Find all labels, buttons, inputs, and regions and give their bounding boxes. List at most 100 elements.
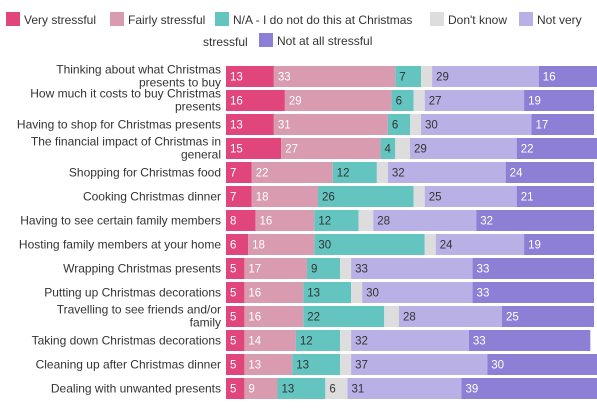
bar-segment-don-t-know	[358, 210, 374, 231]
data-label: 29	[414, 144, 427, 156]
bar-segment-very-stressful	[226, 186, 252, 207]
data-label: 16	[259, 216, 272, 228]
bar-segment-not-very-stressful	[387, 162, 506, 183]
data-label: 32	[480, 216, 493, 228]
data-label: 5	[230, 264, 236, 276]
data-label: 13	[282, 384, 295, 396]
bar-segment-fairly-stressful	[284, 90, 392, 111]
bar-segment-n-a-i-do-not-do-this-at-christmas	[318, 186, 414, 207]
bar-segment-n-a-i-do-not-do-this-at-christmas	[303, 282, 352, 303]
bar-segment-fairly-stressful	[248, 234, 315, 255]
data-label: 13	[307, 288, 320, 300]
bar-segment-not-very-stressful	[347, 378, 462, 399]
bar-segment-not-very-stressful	[435, 234, 525, 255]
legend-label-not-very-stressful-cont: stressful	[203, 35, 248, 49]
bar-segment-don-t-know	[376, 162, 388, 183]
bar-segment-very-stressful	[226, 114, 274, 135]
data-label: 14	[248, 336, 261, 348]
data-label: 27	[285, 144, 298, 156]
legend-label-very-stressful: Very stressful	[24, 13, 96, 27]
bar-segment-don-t-know	[340, 354, 352, 375]
data-label: 5	[230, 384, 236, 396]
bar-segment-fairly-stressful	[251, 186, 318, 207]
bar-segment-not-very-stressful	[410, 138, 517, 159]
legend-swatch-very-stressful	[6, 12, 20, 26]
data-label: 16	[230, 96, 243, 108]
category-label: Thinking about what Christmas presents to…	[56, 63, 221, 90]
data-label: 12	[300, 336, 313, 348]
data-label: 13	[230, 72, 243, 84]
bar-segment-don-t-know	[340, 258, 352, 279]
data-label: 6	[230, 240, 236, 252]
bar-segment-don-t-know	[351, 282, 363, 303]
bar-segment-fairly-stressful	[251, 162, 333, 183]
bar-segment-not-at-all-stressful	[487, 354, 597, 375]
bar-segment-n-a-i-do-not-do-this-at-christmas	[380, 138, 396, 159]
category-label: Travelling to see friends and/or family	[57, 303, 221, 330]
bar-segment-very-stressful	[226, 258, 245, 279]
category-label: Cleaning up after Christmas dinner	[36, 358, 221, 372]
bar-segment-not-at-all-stressful	[524, 90, 594, 111]
data-label: 5	[230, 288, 236, 300]
bar-segment-n-a-i-do-not-do-this-at-christmas	[277, 378, 326, 399]
data-label: 5	[230, 312, 236, 324]
bar-segment-not-at-all-stressful	[476, 210, 594, 231]
bar-segment-n-a-i-do-not-do-this-at-christmas	[303, 306, 385, 327]
data-label: 9	[311, 264, 317, 276]
bar-segment-not-very-stressful	[373, 210, 477, 231]
bar-segment-not-at-all-stressful	[516, 138, 597, 159]
bar-segment-not-at-all-stressful	[472, 258, 594, 279]
bar-segment-not-at-all-stressful	[524, 234, 594, 255]
data-label: 19	[528, 240, 541, 252]
data-label: 15	[230, 144, 243, 156]
bar-segment-fairly-stressful	[273, 66, 396, 87]
bar-segment-very-stressful	[226, 234, 249, 255]
data-label: 33	[477, 264, 490, 276]
bar-segment-very-stressful	[226, 306, 245, 327]
bar-segment-not-very-stressful	[351, 354, 488, 375]
bar-segment-very-stressful	[226, 138, 282, 159]
bar-segment-fairly-stressful	[244, 330, 296, 351]
data-label: 18	[252, 240, 265, 252]
bar-segment-don-t-know	[410, 114, 422, 135]
bar-segment-very-stressful	[226, 282, 245, 303]
legend-label-not-very-stressful: Not very	[537, 13, 582, 27]
bar-segment-don-t-know	[325, 378, 348, 399]
bar-segment-fairly-stressful	[281, 138, 381, 159]
bar-segment-very-stressful	[226, 210, 256, 231]
bar-segment-not-at-all-stressful	[505, 162, 594, 183]
data-label: 24	[510, 168, 523, 180]
data-label: 31	[278, 120, 291, 132]
data-label: 32	[392, 168, 405, 180]
bar-segment-very-stressful	[226, 354, 245, 375]
data-label: 7	[230, 168, 236, 180]
data-label: 24	[440, 240, 453, 252]
bar-segment-fairly-stressful	[244, 282, 304, 303]
bar-segment-very-stressful	[226, 162, 252, 183]
data-label: 4	[385, 144, 392, 156]
data-label: 25	[429, 192, 442, 204]
category-label: Putting up Christmas decorations	[44, 286, 221, 300]
bar-segment-n-a-i-do-not-do-this-at-christmas	[292, 354, 341, 375]
category-label: Having to see certain family members	[20, 214, 221, 228]
data-label: 28	[403, 312, 416, 324]
data-label: 6	[396, 96, 402, 108]
category-label: The financial impact of Christmas in gene…	[31, 135, 221, 162]
category-label: How much it costs to buy Christmas presen…	[30, 87, 221, 114]
data-label: 27	[429, 96, 442, 108]
bar-segment-don-t-know	[421, 66, 433, 87]
data-label: 22	[307, 312, 320, 324]
data-label: 7	[230, 192, 236, 204]
category-label: Shopping for Christmas food	[69, 166, 221, 180]
bar-segment-not-very-stressful	[421, 114, 532, 135]
legend-swatch-n-a-i-do-not-do-this-at-christmas	[215, 12, 229, 26]
bar-segment-fairly-stressful	[244, 258, 307, 279]
bar-segment-don-t-know	[413, 90, 425, 111]
bar-segment-don-t-know	[340, 330, 352, 351]
data-label: 30	[491, 360, 504, 372]
legend-swatch-not-at-all-stressful	[259, 33, 273, 47]
bar-segment-not-very-stressful	[398, 306, 502, 327]
data-label: 7	[399, 72, 405, 84]
